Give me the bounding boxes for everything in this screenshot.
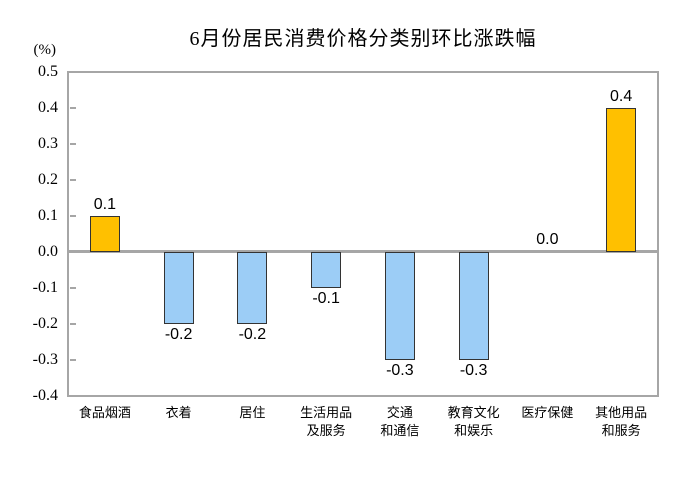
chart-bar	[89, 216, 120, 252]
bar-value-label: -0.1	[312, 290, 340, 307]
y-axis-tick-label: 0.1	[38, 207, 58, 224]
y-axis-tick-mark	[70, 179, 76, 181]
y-axis-tick-label: 0.4	[38, 99, 58, 116]
y-axis-tick-mark	[70, 107, 76, 109]
y-axis-tick-label: 0.5	[38, 63, 58, 80]
y-axis-tick-label: -0.3	[32, 351, 58, 368]
chart-bar	[237, 252, 268, 324]
y-axis-tick-mark	[70, 359, 76, 361]
bar-value-label: -0.3	[459, 362, 488, 379]
y-axis-tick-mark	[70, 215, 76, 217]
y-axis-tick-label: 0.0	[38, 243, 58, 260]
bar-value-label: -0.2	[238, 326, 267, 343]
y-axis-tick-label: 0.3	[38, 135, 58, 152]
bar-value-label: 0.1	[93, 196, 116, 213]
bar-value-label: 0.4	[610, 88, 633, 105]
chart-bar	[606, 108, 637, 252]
bar-value-label: 0.0	[536, 231, 559, 248]
x-axis-category-label: 食品烟酒	[78, 405, 131, 420]
chart-bar	[163, 252, 194, 324]
y-axis-tick-label: -0.1	[32, 279, 58, 296]
chart-title: 6月份居民消费价格分类别环比涨跌幅	[189, 28, 537, 50]
y-axis-tick-label: -0.4	[32, 387, 58, 404]
y-axis-tick-label: 0.2	[38, 171, 58, 188]
x-axis-category-label: 其他用品 和服务	[595, 405, 648, 438]
bar-value-label: -0.2	[164, 326, 193, 343]
x-axis-category-label: 居住	[239, 405, 266, 420]
x-axis-category-label: 教育文化 和娱乐	[447, 405, 500, 438]
zero-axis-line	[69, 250, 657, 253]
chart-bar	[384, 252, 415, 360]
y-axis-tick-mark	[70, 287, 76, 289]
x-axis-category-label: 生活用品 及服务	[300, 405, 353, 438]
chart-bar	[311, 252, 342, 288]
y-axis-tick-mark	[70, 323, 76, 325]
x-axis-category-label: 交通 和通信	[380, 405, 420, 438]
chart-bar	[458, 252, 489, 360]
x-axis-category-label: 医疗保健	[521, 405, 574, 420]
y-axis-unit-label: (%)	[33, 42, 57, 58]
y-axis-tick-mark	[70, 251, 76, 253]
x-axis-category-label: 衣着	[165, 405, 192, 420]
plot-area	[67, 71, 659, 397]
y-axis-tick-label: -0.2	[32, 315, 58, 332]
bar-value-label: -0.3	[386, 362, 414, 379]
y-axis-tick-mark	[70, 143, 76, 145]
